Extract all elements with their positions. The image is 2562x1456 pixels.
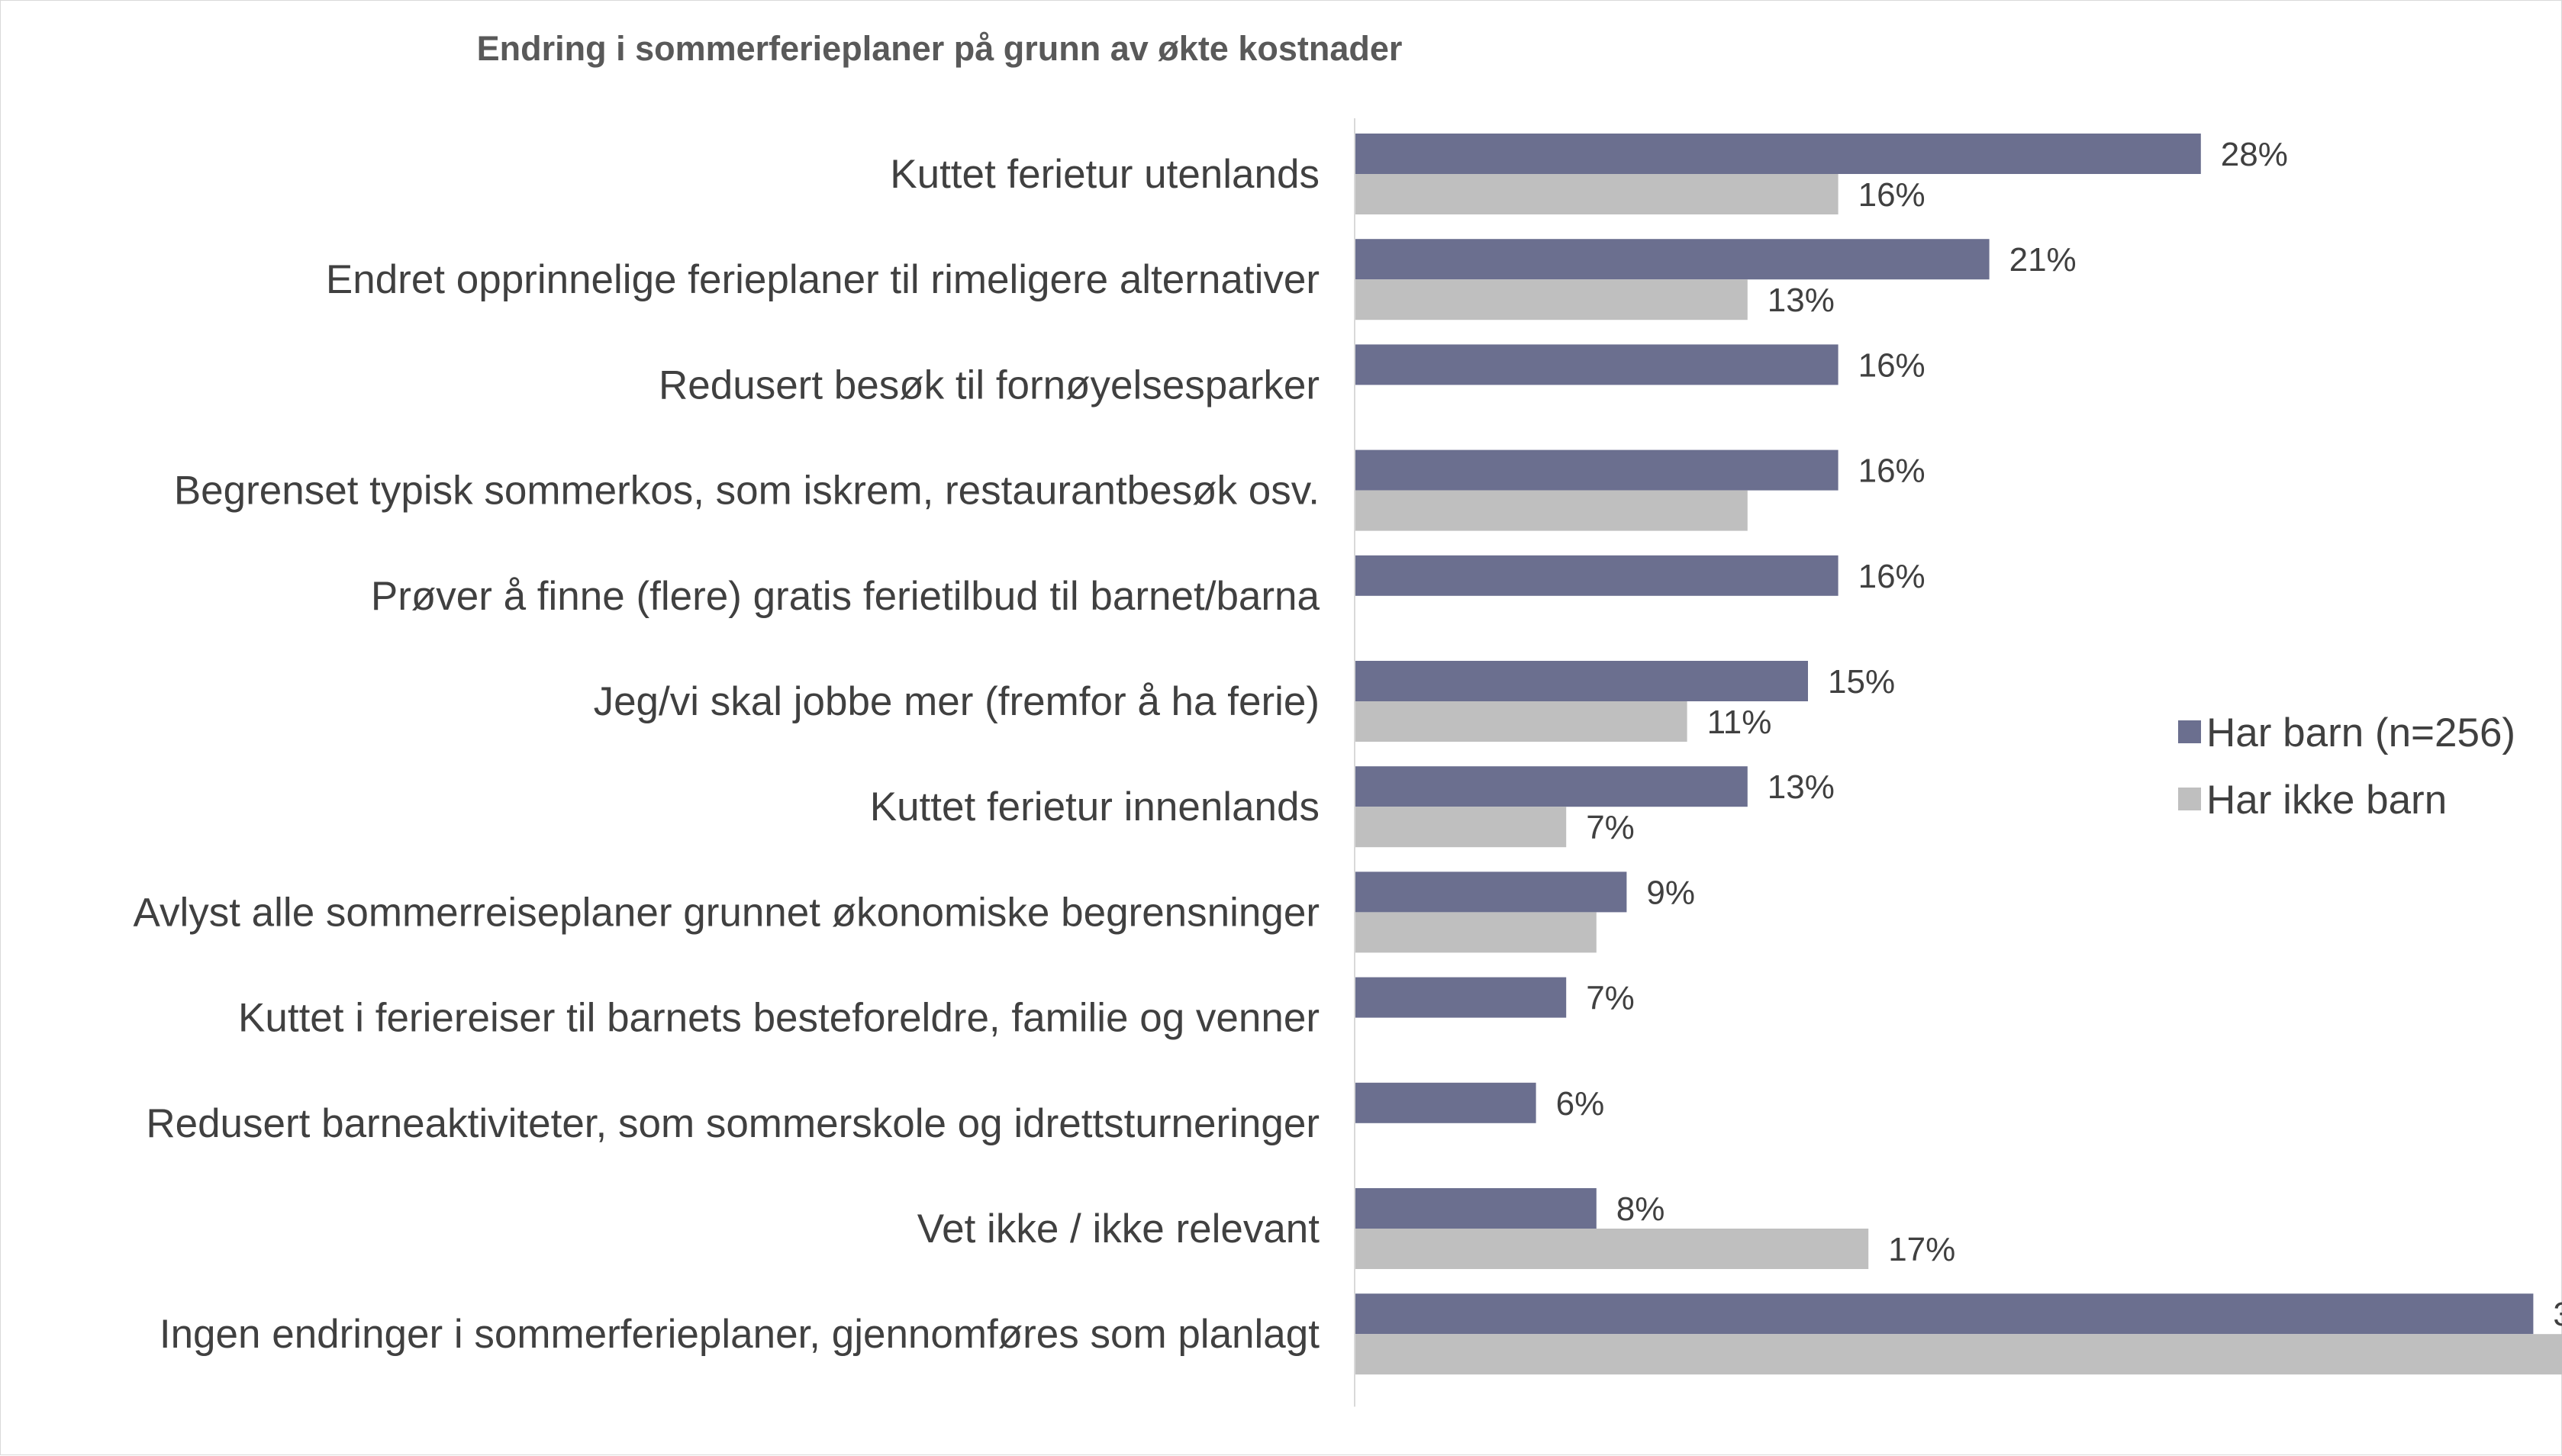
data-label: 7% bbox=[1586, 809, 1635, 846]
category-label: Kuttet i feriereiser til barnets bestefo… bbox=[238, 996, 1320, 1041]
data-label: 7% bbox=[1586, 980, 1635, 1017]
data-labels: 28% 16% 21% 13% 16% 16% 16% 15% 11% 13% 7% 9% 7% 6% 8%… bbox=[1556, 136, 2562, 1333]
data-label: 13% bbox=[1768, 768, 1835, 806]
bar-har-barn bbox=[1355, 449, 1839, 491]
category-label: Kuttet ferietur innenlands bbox=[870, 784, 1320, 829]
legend-swatch bbox=[2178, 788, 2201, 810]
data-label: 17% bbox=[1888, 1231, 1955, 1268]
data-label: 8% bbox=[1616, 1190, 1665, 1228]
category-label: Vet ikke / ikke relevant bbox=[917, 1206, 1320, 1251]
bar-har-barn bbox=[1355, 977, 1567, 1018]
data-label: 13% bbox=[1768, 282, 1835, 319]
bar-har-ikke-barn bbox=[1355, 1229, 1869, 1269]
bar-har-ikke-barn bbox=[1355, 807, 1567, 848]
data-label: 16% bbox=[1858, 558, 1926, 595]
bar-har-ikke-barn bbox=[1355, 1334, 2562, 1375]
data-label: 21% bbox=[2009, 241, 2077, 279]
bar-har-ikke-barn bbox=[1355, 279, 1748, 321]
bar-har-barn bbox=[1355, 766, 1748, 807]
bar-har-barn bbox=[1355, 555, 1839, 596]
data-label: 15% bbox=[1828, 663, 1895, 701]
category-label: Ingen endringer i sommerferieplaner, gje… bbox=[160, 1312, 1320, 1357]
category-label: Redusert barneaktiviteter, som sommersko… bbox=[146, 1101, 1320, 1146]
legend-swatch bbox=[2178, 720, 2201, 743]
legend: Har barn (n=256) Har ikke barn bbox=[2178, 710, 2515, 823]
data-label: 9% bbox=[1646, 874, 1695, 911]
category-label: Endret opprinnelige ferieplaner til rime… bbox=[326, 257, 1320, 302]
legend-label: Har ikke barn bbox=[2206, 778, 2447, 823]
category-label: Prøver å finne (flere) gratis ferietilbu… bbox=[371, 574, 1320, 619]
bar-har-barn bbox=[1355, 134, 2201, 174]
legend-label: Har barn (n=256) bbox=[2206, 710, 2515, 755]
category-label: Jeg/vi skal jobbe mer (fremfor å ha feri… bbox=[594, 679, 1320, 724]
bar-har-barn bbox=[1355, 239, 1990, 280]
bar-har-ikke-barn bbox=[1355, 490, 1748, 531]
data-label: 16% bbox=[1858, 453, 1926, 490]
data-label: 11% bbox=[1707, 704, 1772, 741]
data-label: 6% bbox=[1556, 1085, 1605, 1123]
bar-har-ikke-barn bbox=[1355, 174, 1839, 214]
category-label: Redusert besøk til fornøyelsesparker bbox=[659, 362, 1320, 407]
bar-har-barn bbox=[1355, 1188, 1597, 1229]
bar-har-barn bbox=[1355, 661, 1808, 701]
data-label: 28% bbox=[2221, 136, 2288, 173]
bar-har-barn bbox=[1355, 871, 1627, 913]
category-label: Avlyst alle sommerreiseplaner grunnet øk… bbox=[134, 890, 1320, 935]
chart-title: Endring i sommerferieplaner på grunn av … bbox=[477, 29, 1403, 68]
category-labels: Kuttet ferietur utenlands Endret opprinne… bbox=[134, 152, 1320, 1357]
data-label: 39% bbox=[2553, 1296, 2562, 1333]
bar-har-barn bbox=[1355, 1082, 1536, 1123]
category-label: Kuttet ferietur utenlands bbox=[890, 152, 1320, 197]
bar-har-ikke-barn bbox=[1355, 701, 1687, 742]
data-label: 16% bbox=[1858, 346, 1926, 384]
bar-har-barn bbox=[1355, 1293, 2534, 1335]
bar-har-barn bbox=[1355, 344, 1839, 385]
bar-har-ikke-barn bbox=[1355, 912, 1597, 953]
data-label: 16% bbox=[1858, 176, 1926, 214]
bars bbox=[1355, 134, 2562, 1375]
category-label: Begrenset typisk sommerkos, som iskrem, … bbox=[174, 469, 1320, 514]
